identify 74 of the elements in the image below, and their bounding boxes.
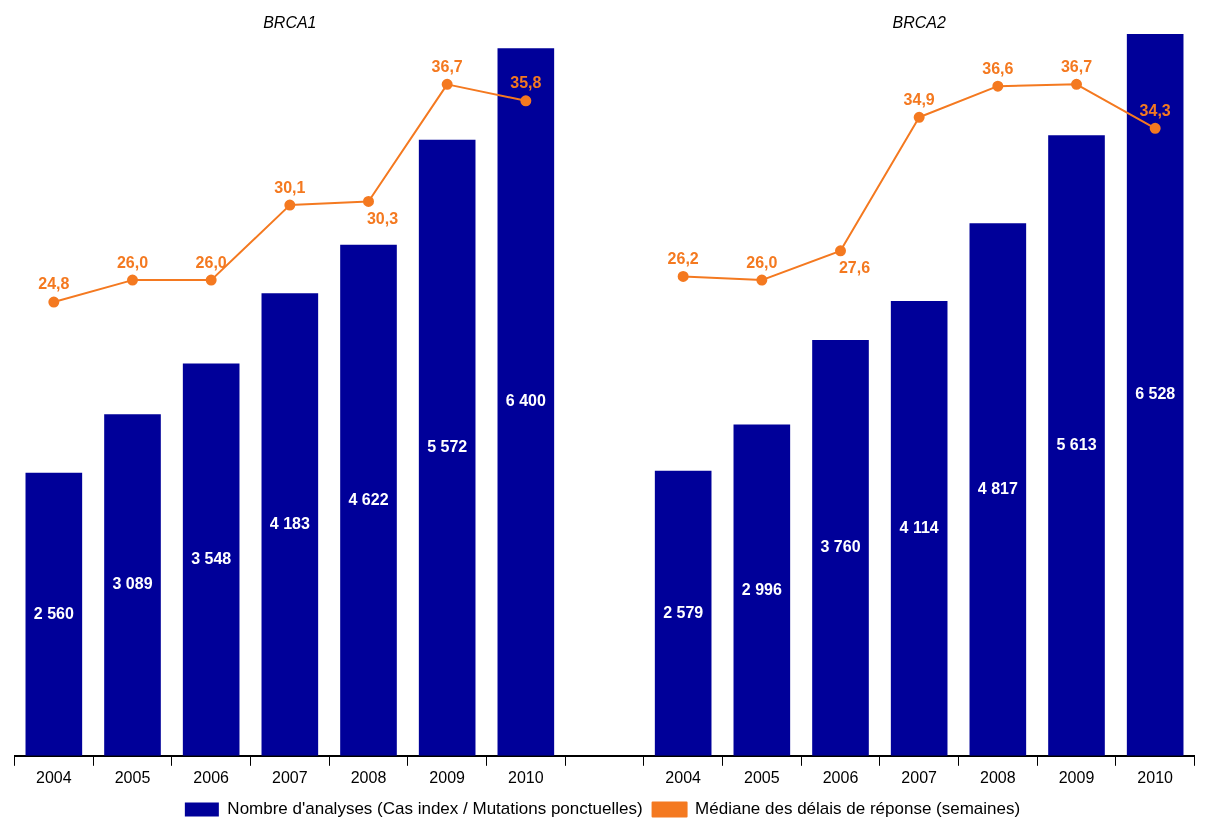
- x-tick-label: 2010: [508, 768, 544, 786]
- x-tick-label: 2007: [901, 768, 938, 786]
- text: BRCA1: [263, 14, 317, 32]
- data-label: 26,0: [116, 253, 149, 271]
- point: [363, 195, 374, 207]
- data-label: 6 400: [505, 392, 546, 410]
- point: [835, 245, 846, 257]
- bar: [1048, 135, 1105, 756]
- x-tick-label: 2005: [744, 768, 780, 786]
- x-tick-label: 2009: [429, 768, 466, 786]
- bar: [497, 48, 555, 756]
- point: [127, 274, 138, 286]
- data-label: 5 572: [427, 438, 468, 456]
- bar: [654, 470, 712, 756]
- x-tick-label: 2007: [272, 768, 308, 786]
- point: [284, 199, 296, 211]
- x-tick-label: 2005: [114, 768, 151, 786]
- bar: [969, 223, 1027, 756]
- data-label: 4 817: [977, 479, 1018, 497]
- point: [992, 80, 1004, 92]
- point: [1149, 122, 1161, 134]
- data-label: 2 579: [663, 603, 704, 621]
- text: BRCA2: [892, 14, 946, 32]
- data-label: 27,6: [838, 259, 871, 277]
- x-tick-label: 2006: [193, 768, 230, 786]
- legend-label: Nombre d'analyses (Cas index / Mutations ponctuelles): [227, 799, 643, 819]
- data-label: 36,7: [431, 57, 463, 75]
- legend-label: Médiane des délais de réponse (semaines): [695, 799, 1021, 819]
- data-label: 3 548: [191, 550, 232, 568]
- x-tick-label: 2006: [822, 768, 859, 786]
- data-label: 35,8: [510, 74, 542, 92]
- data-label: 5 613: [1056, 435, 1097, 453]
- point: [520, 95, 532, 107]
- x-tick-label: 2004: [36, 768, 72, 786]
- point: [1071, 78, 1082, 90]
- point: [441, 78, 453, 90]
- bar: [261, 293, 319, 756]
- point: [913, 111, 925, 123]
- data-label: 30,3: [366, 209, 399, 227]
- data-label: 4 183: [269, 514, 310, 532]
- x-tick-label: 2004: [665, 768, 702, 786]
- data-label: 36,6: [982, 59, 1014, 77]
- data-label: 24,8: [38, 275, 70, 293]
- bar: [104, 414, 161, 756]
- data-label: 2 560: [33, 604, 74, 622]
- point: [205, 274, 217, 286]
- bar: [418, 139, 476, 756]
- x-tick-label: 2008: [980, 768, 1016, 786]
- data-label: 26,0: [746, 253, 778, 271]
- bar: [182, 363, 240, 756]
- data-label: 6 528: [1135, 385, 1176, 403]
- data-label: 2 996: [741, 580, 782, 598]
- point: [756, 274, 768, 286]
- point: [677, 270, 689, 282]
- data-label: 30,1: [274, 178, 306, 196]
- bar: [340, 244, 397, 756]
- point: [48, 296, 60, 308]
- data-label: 3 760: [820, 538, 861, 556]
- x-tick-label: 2009: [1058, 768, 1095, 786]
- bar: [25, 472, 83, 756]
- data-label: 4 622: [348, 490, 389, 508]
- x-tick-label: 2010: [1137, 768, 1174, 786]
- data-label: 26,0: [195, 253, 227, 271]
- data-label: 34,9: [903, 90, 935, 108]
- bar: [1126, 34, 1184, 756]
- bar: [733, 424, 791, 756]
- data-label: 34,3: [1139, 101, 1171, 119]
- data-label: 36,7: [1060, 57, 1093, 75]
- bar: [812, 340, 869, 756]
- data-label: 26,2: [667, 249, 699, 267]
- data-label: 4 114: [899, 518, 939, 536]
- data-label: 3 089: [112, 575, 153, 593]
- x-tick-label: 2008: [350, 768, 387, 786]
- bar: [890, 300, 948, 756]
